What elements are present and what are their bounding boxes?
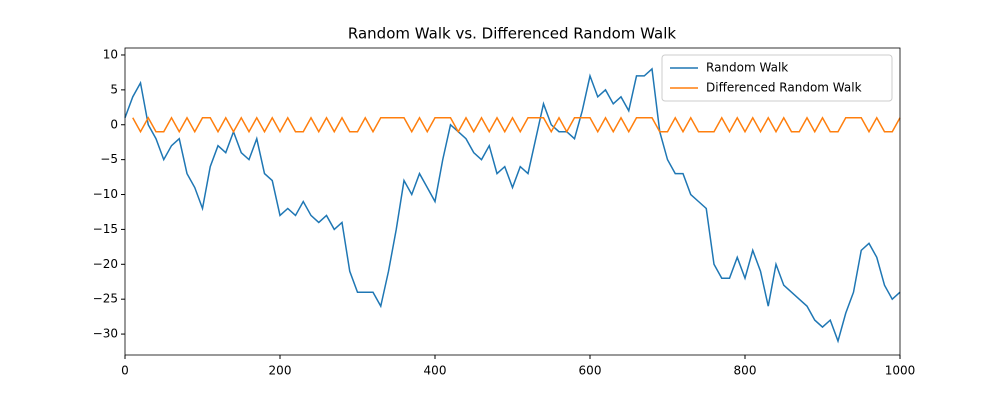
y-tick-label: −5 <box>100 152 118 166</box>
x-tick-label: 1000 <box>885 364 916 378</box>
y-tick-label: 10 <box>103 47 118 61</box>
y-tick-label: −25 <box>93 292 118 306</box>
plot-frame <box>124 47 901 356</box>
y-tick-label: 0 <box>110 117 118 131</box>
legend-label: Differenced Random Walk <box>706 81 862 95</box>
legend-box <box>661 54 893 102</box>
x-tick-label: 0 <box>121 364 129 378</box>
chart-title: Random Walk vs. Differenced Random Walk <box>348 25 677 43</box>
y-tick-label: −10 <box>93 187 118 201</box>
y-tick-label: −30 <box>93 327 118 341</box>
y-tick-label: 5 <box>110 82 118 96</box>
x-tick-label: 400 <box>424 364 447 378</box>
x-tick-label: 600 <box>579 364 602 378</box>
y-tick-label: −20 <box>93 257 118 271</box>
x-tick-label: 200 <box>269 364 292 378</box>
y-tick-label: −15 <box>93 222 118 236</box>
series-line <box>132 116 901 134</box>
x-tick-label: 800 <box>734 364 757 378</box>
legend-label: Random Walk <box>706 61 788 75</box>
series-line <box>124 67 901 344</box>
